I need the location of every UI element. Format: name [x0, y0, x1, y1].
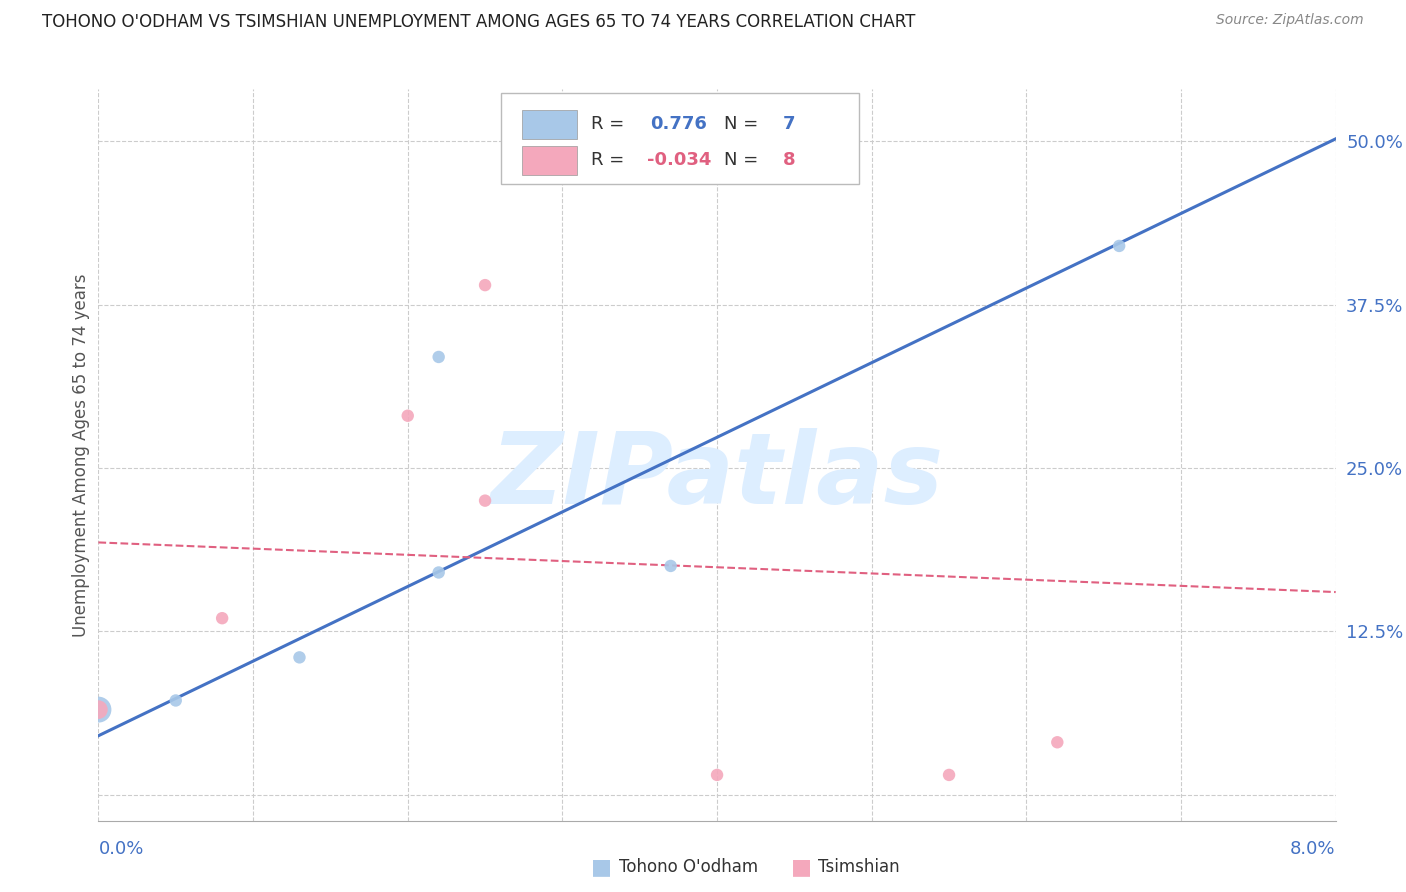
Text: 0.0%: 0.0% — [98, 839, 143, 857]
Text: 8.0%: 8.0% — [1291, 839, 1336, 857]
Text: Source: ZipAtlas.com: Source: ZipAtlas.com — [1216, 13, 1364, 28]
Text: ■: ■ — [792, 857, 811, 877]
Text: TOHONO O'ODHAM VS TSIMSHIAN UNEMPLOYMENT AMONG AGES 65 TO 74 YEARS CORRELATION C: TOHONO O'ODHAM VS TSIMSHIAN UNEMPLOYMENT… — [42, 13, 915, 31]
Point — [938, 768, 960, 782]
Point — [165, 693, 187, 707]
FancyBboxPatch shape — [501, 93, 859, 185]
Text: 0.776: 0.776 — [650, 115, 707, 133]
Text: Tsimshian: Tsimshian — [818, 858, 900, 876]
Point — [396, 409, 419, 423]
Point — [1046, 735, 1069, 749]
Text: 7: 7 — [783, 115, 796, 133]
Point — [427, 566, 450, 580]
Text: ■: ■ — [592, 857, 612, 877]
Point — [706, 768, 728, 782]
FancyBboxPatch shape — [522, 145, 578, 175]
Text: R =: R = — [591, 151, 630, 169]
Text: N =: N = — [724, 151, 765, 169]
FancyBboxPatch shape — [522, 110, 578, 139]
Point — [427, 350, 450, 364]
Text: R =: R = — [591, 115, 630, 133]
Y-axis label: Unemployment Among Ages 65 to 74 years: Unemployment Among Ages 65 to 74 years — [72, 273, 90, 637]
Point — [1108, 239, 1130, 253]
Text: ZIPatlas: ZIPatlas — [491, 428, 943, 525]
Point — [659, 558, 682, 573]
Point — [87, 703, 110, 717]
Point — [474, 278, 496, 293]
Text: 8: 8 — [783, 151, 796, 169]
Point — [87, 703, 110, 717]
Text: Tohono O'odham: Tohono O'odham — [619, 858, 758, 876]
Text: N =: N = — [724, 115, 765, 133]
Point — [288, 650, 311, 665]
Point — [211, 611, 233, 625]
Text: -0.034: -0.034 — [647, 151, 711, 169]
Point — [474, 493, 496, 508]
